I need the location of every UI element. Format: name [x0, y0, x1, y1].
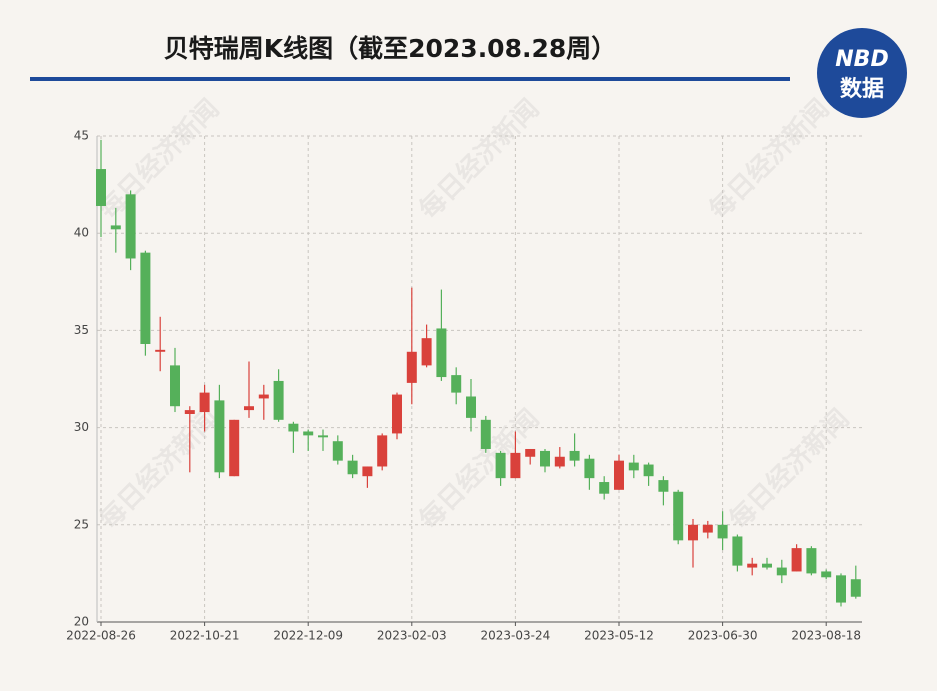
candle-body: [244, 406, 254, 411]
candle-body: [791, 548, 802, 572]
candle-body: [480, 419, 491, 449]
candle-body: [229, 419, 240, 477]
candle-body: [199, 392, 210, 413]
y-tick-label: 30: [74, 420, 89, 434]
candle-body: [658, 480, 669, 492]
candle-body: [140, 252, 151, 345]
candle-body: [510, 452, 521, 479]
candle-body: [688, 524, 698, 541]
candle-body: [732, 536, 743, 566]
x-tick-label: 2023-05-12: [584, 629, 654, 643]
x-tick-label: 2022-10-21: [170, 629, 240, 643]
candle-body: [836, 575, 846, 603]
candle-body: [525, 448, 536, 457]
candle-body: [747, 563, 758, 568]
candle-body: [776, 567, 787, 576]
x-tick-label: 2023-06-30: [688, 629, 758, 643]
candle-body: [362, 466, 373, 477]
candle-body: [303, 431, 314, 436]
candle-body: [406, 351, 417, 383]
candle-body: [214, 400, 225, 473]
logo-top: NBD: [835, 47, 888, 72]
candle-body: [584, 458, 595, 479]
candle-body: [110, 225, 121, 230]
candle-body: [466, 396, 476, 418]
y-tick-label: 35: [74, 323, 89, 337]
candle-body: [554, 456, 565, 467]
candle-body: [184, 410, 195, 414]
candle-body: [155, 349, 166, 352]
candle-body: [332, 441, 343, 461]
candle-body: [821, 571, 832, 578]
x-tick-label: 2022-08-26: [66, 629, 136, 643]
title-underline: [30, 77, 790, 81]
candle-body: [495, 452, 506, 479]
candle-body: [806, 548, 817, 574]
candle-body: [96, 169, 106, 206]
logo-circle: [817, 28, 907, 118]
candle-body: [392, 394, 402, 434]
candle-body: [702, 524, 713, 533]
y-tick-label: 45: [74, 129, 89, 143]
x-tick-label: 2023-02-03: [377, 629, 447, 643]
candle-body: [599, 482, 610, 494]
candle-body: [170, 365, 180, 407]
candle-body: [258, 394, 269, 399]
candle-body: [614, 460, 624, 490]
candle-body: [643, 464, 654, 477]
candle-body: [850, 579, 861, 597]
candle-body: [288, 423, 299, 432]
candle-body: [569, 450, 580, 461]
candle-body: [421, 338, 432, 366]
x-tick-label: 2023-03-24: [481, 629, 551, 643]
y-tick-label: 40: [74, 226, 89, 240]
x-tick-label: 2022-12-09: [273, 629, 343, 643]
candle-body: [273, 380, 284, 420]
candle-body: [377, 435, 388, 467]
candle-body: [628, 462, 639, 471]
candle-body: [717, 524, 728, 539]
chart-title: 贝特瑞周K线图（截至2023.08.28周）: [164, 34, 617, 63]
candle-body: [762, 563, 772, 568]
candle-body: [451, 375, 462, 393]
logo-bottom: 数据: [840, 76, 884, 102]
candle-body: [673, 491, 684, 541]
candle-body: [347, 460, 358, 475]
x-tick-label: 2023-08-18: [791, 629, 861, 643]
candle-body: [318, 435, 328, 438]
y-tick-label: 25: [74, 517, 89, 531]
y-tick-label: 20: [74, 615, 89, 629]
candle-body: [125, 194, 136, 259]
candle-body: [436, 328, 447, 378]
candle-body: [540, 450, 550, 467]
